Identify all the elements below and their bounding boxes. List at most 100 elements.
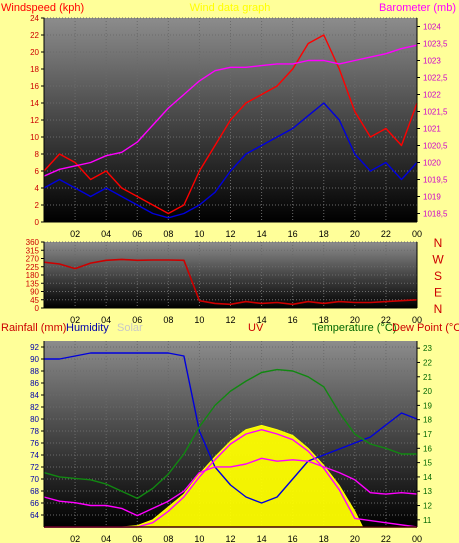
temp-y2-tick-label: 11: [423, 516, 432, 525]
solar-axis-title: Solar: [117, 322, 143, 334]
direction-x-tick-label: 04: [101, 315, 111, 325]
temp-y-tick-label: 84: [30, 391, 39, 400]
temp-y-tick-label: 68: [30, 487, 39, 496]
temp-x-tick-label: 16: [288, 534, 298, 543]
wind-y-tick-label: 12: [30, 116, 39, 125]
wind-x-tick-label: 00: [412, 229, 422, 239]
wind-y2-tick-label: 1020,5: [423, 142, 448, 151]
wind-x-tick-label: 02: [70, 229, 80, 239]
temp-x-tick-label: 06: [132, 534, 142, 543]
wind-y-tick-label: 0: [35, 218, 40, 227]
temp-x-tick-label: 12: [225, 534, 235, 543]
temp-y2-tick-label: 20: [423, 387, 432, 396]
wind-x-tick-label: 22: [381, 229, 391, 239]
wind-y2-tick-label: 1021,5: [423, 108, 448, 117]
direction-axes: 02 04 06 08 10 12 14 16 18 20 22 000459013518022527…: [26, 238, 422, 325]
temp-x-tick-label: 02: [70, 534, 80, 543]
compass-label: W: [432, 253, 444, 267]
wind-x-tick-label: 14: [257, 229, 267, 239]
direction-x-tick-label: 22: [381, 315, 391, 325]
wind-y2-tick-label: 1018,5: [423, 210, 448, 219]
direction-x-tick-label: 12: [225, 315, 235, 325]
direction-x-tick-label: 14: [257, 315, 267, 325]
temp-y-tick-label: 64: [30, 511, 39, 520]
wind-gust-kph-line: [43, 34, 418, 215]
wind-y2-tick-label: 1024: [423, 23, 441, 32]
temp-y-tick-label: 92: [30, 343, 39, 352]
temp-y-tick-label: 82: [30, 403, 39, 412]
humidity-line: [44, 352, 418, 504]
wind-panel: 02 04 06 08 10 12 14 16 18 20 22 000246810121416182…: [1, 2, 456, 239]
wind-x-tick-label: 16: [288, 229, 298, 239]
direction-y-tick-label: 0: [35, 304, 40, 313]
wind-y-tick-label: 24: [30, 14, 39, 23]
temp-y-tick-label: 86: [30, 379, 39, 388]
wind-y2-tick-label: 1021: [423, 125, 441, 134]
wind-x-tick-label: 18: [319, 229, 329, 239]
compass-label: E: [434, 286, 442, 300]
direction-y-tick-label: 360: [26, 238, 40, 247]
direction-y-tick-label: 135: [26, 279, 40, 288]
temp-y2-tick-label: 21: [423, 373, 432, 382]
wind-y-tick-label: 22: [30, 31, 39, 40]
temp-y-tick-label: 76: [30, 439, 39, 448]
wind-y-tick-label: 20: [30, 48, 39, 57]
temp-x-tick-label: 04: [101, 534, 111, 543]
wind-x-tick-label: 12: [225, 229, 235, 239]
temp-y-tick-label: 80: [30, 415, 39, 424]
wind-y2-tick-label: 1020: [423, 159, 441, 168]
compass-label: S: [434, 269, 442, 283]
temp-y-tick-label: 74: [30, 451, 39, 460]
temp-y2-tick-label: 23: [423, 344, 432, 353]
temp-x-tick-label: 00: [412, 534, 422, 543]
temp-x-tick-label: 20: [350, 534, 360, 543]
temp-axes: 02 04 06 08 10 12 14 16 18 20 22 00 64 66 68 70 72 74 76 78…: [30, 341, 432, 543]
uv-axis-title: UV: [248, 322, 264, 334]
temp-y-tick-label: 78: [30, 427, 39, 436]
wind-y-tick-label: 8: [35, 150, 40, 159]
solar-area: [44, 424, 417, 528]
direction-y-tick-label: 270: [26, 255, 40, 264]
direction-y-tick-label: 225: [26, 263, 40, 272]
dewpoint-axis-title: Dew Point (°C): [392, 322, 459, 334]
direction-panel: 02 04 06 08 10 12 14 16 18 20 22 000459013518022527…: [26, 236, 445, 325]
barometer-mb-line: [43, 44, 418, 177]
temp-y2-tick-label: 16: [423, 444, 432, 453]
wind-chart-title: Wind data graph: [190, 2, 271, 14]
rainfall-axis-title: Rainfall (mm): [1, 322, 66, 334]
wind-x-tick-label: 04: [101, 229, 111, 239]
wind-y-tick-label: 14: [30, 99, 39, 108]
windspeed-axis-title: Windspeed (kph): [1, 2, 84, 14]
direction-x-tick-label: 08: [163, 315, 173, 325]
temp-x-tick-label: 10: [194, 534, 204, 543]
wind-direction-line: [43, 258, 418, 306]
temp-x-tick-label: 14: [257, 534, 267, 543]
wind-x-tick-label: 06: [132, 229, 142, 239]
temp-y2-tick-label: 19: [423, 401, 432, 410]
temp-y-tick-label: 66: [30, 499, 39, 508]
wind-x-tick-label: 10: [194, 229, 204, 239]
temp-y2-tick-label: 15: [423, 459, 432, 468]
wind-y2-tick-label: 1019: [423, 193, 441, 202]
dew-point-c-line: [43, 457, 418, 517]
temp-y2-tick-label: 14: [423, 473, 432, 482]
temp-y2-tick-label: 22: [423, 358, 432, 367]
uv-line: [44, 429, 418, 528]
direction-x-tick-label: 02: [70, 315, 80, 325]
temp-x-tick-label: 22: [381, 534, 391, 543]
wind-y-tick-label: 16: [30, 82, 39, 91]
wind-y-tick-label: 2: [35, 201, 40, 210]
direction-y-tick-label: 180: [26, 271, 40, 280]
temperature-c-line: [43, 368, 417, 500]
direction-x-tick-label: 06: [132, 315, 142, 325]
temp-y-tick-label: 70: [30, 475, 39, 484]
temp-y-tick-label: 72: [30, 463, 39, 472]
direction-x-tick-label: 20: [350, 315, 360, 325]
wind-y-tick-label: 6: [35, 167, 40, 176]
wind-y2-tick-label: 1022: [423, 91, 441, 100]
temp-x-tick-label: 18: [319, 534, 329, 543]
temperature-axis-title: Temperature (°C): [312, 322, 396, 334]
temp-y-tick-label: 90: [30, 355, 39, 364]
temp-humidity-panel: 02 04 06 08 10 12 14 16 18 20 22 00 64 66 68 70 72 74 76 78…: [1, 322, 459, 543]
